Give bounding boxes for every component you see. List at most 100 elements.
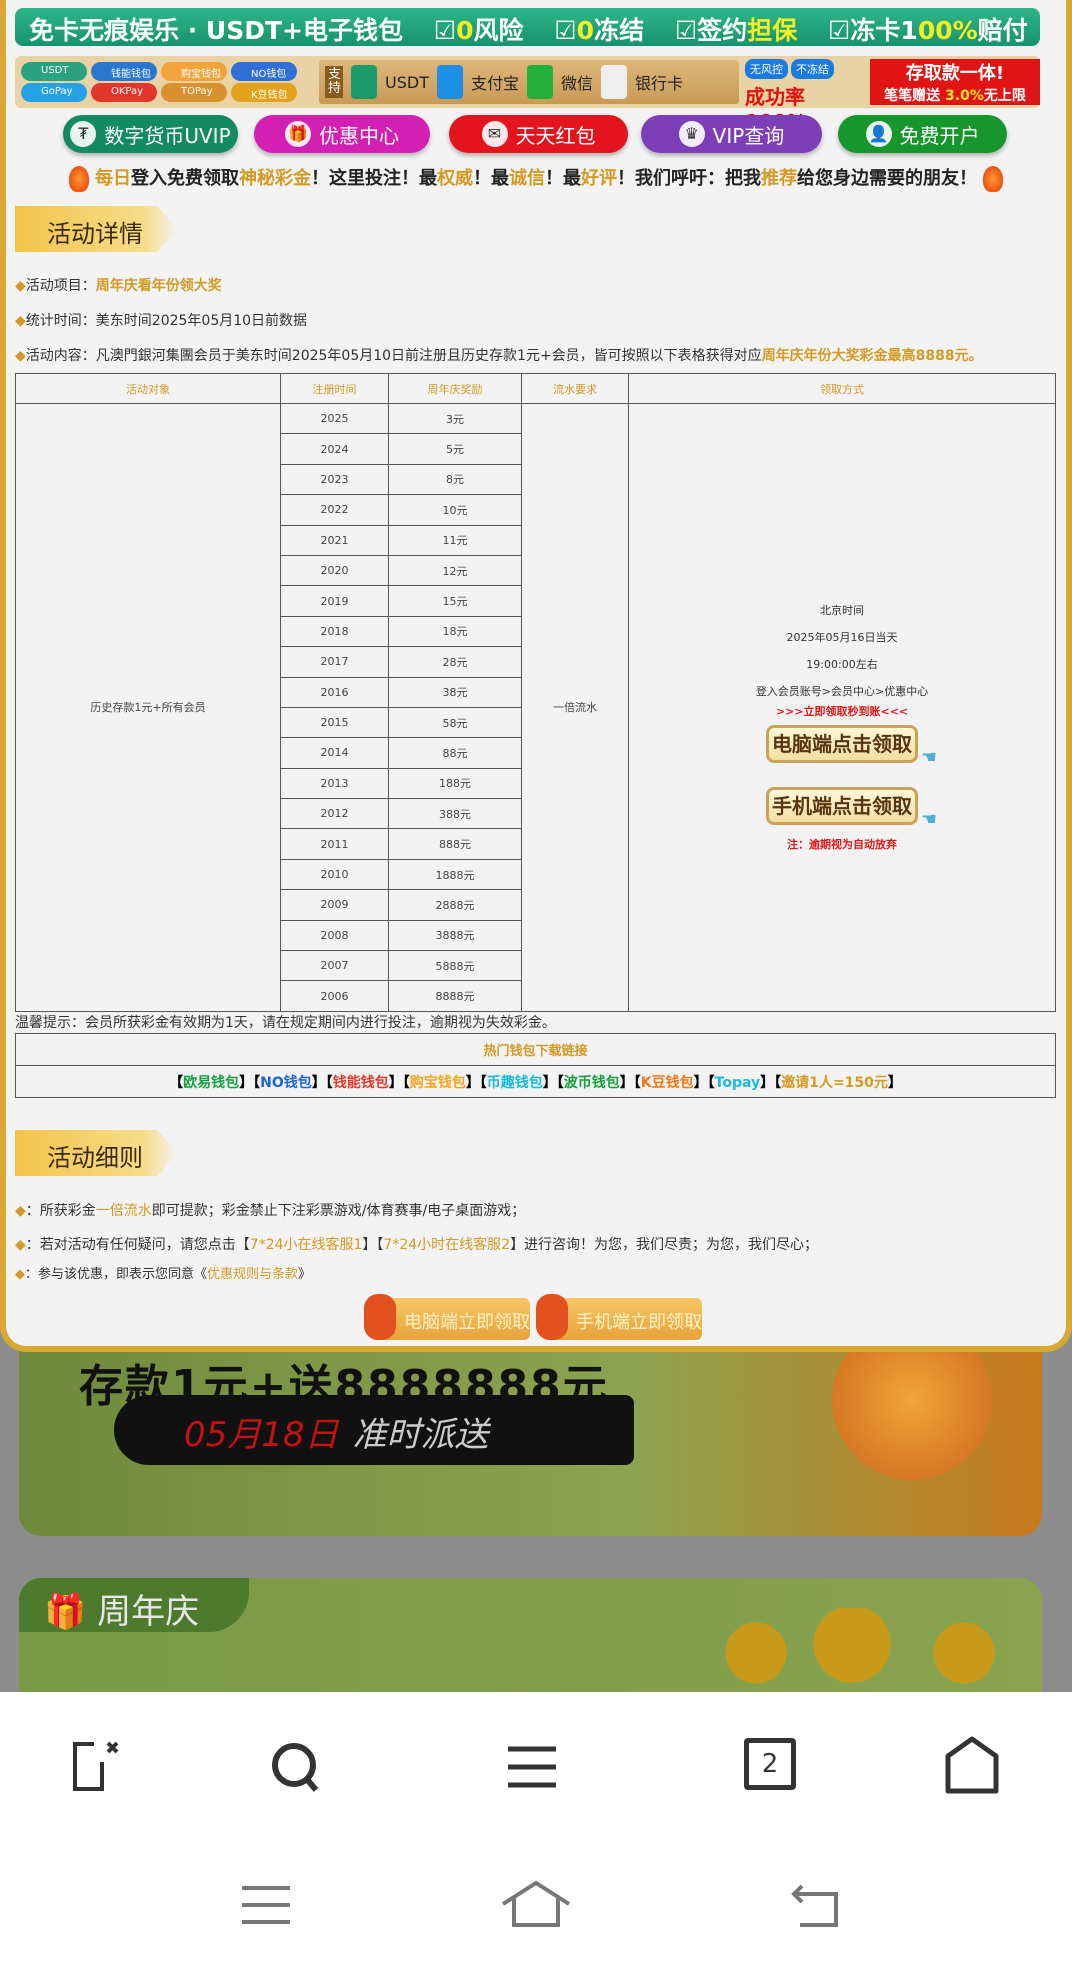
anniversary-tag-label: 周年庆 [97,1592,200,1632]
table-row: 2009 2888元 [16,889,1056,921]
alipay-icon [436,65,463,99]
back-icon[interactable] [788,1882,840,1928]
reward-table: 活动对象 注册时间 周年庆奖励 流水要求 领取方式 历史存款1元+所有会员 202… [15,373,1056,1012]
method-bank-card: 银行卡 [635,74,684,93]
nav-button-label: 数字货币UVIP [104,123,231,148]
reward-cell: 8888元 [388,980,522,1012]
wallet-download-link[interactable]: 【NO钱包】 [253,1074,326,1091]
reward-cell: 3元 [388,402,522,435]
tab-count: 2 [761,1749,779,1779]
reg-year-cell: 2006 [280,980,389,1012]
table-row: 2010 1888元 [16,858,1056,891]
payment-methods-row: USDT 钱能钱包 购宝钱包 NO钱包 GoPay OKPay TOPay K豆钱包 支持 U… [15,56,1040,134]
menu-icon[interactable] [506,1746,558,1788]
reward-cell: 3888元 [388,919,522,952]
nav-button-gift[interactable]: 🎁 优惠中心 [254,115,430,153]
background-banner-anniversary[interactable]: 🎁 周年庆 [19,1578,1042,1708]
close-tab-icon[interactable] [72,1740,122,1792]
wallet-download-link[interactable]: 【Topay】 [707,1074,775,1091]
check-risk: ☑0风险 [433,16,524,45]
bank-card-icon [601,65,627,99]
nav-home-icon[interactable] [500,1880,572,1928]
reward-cell: 8元 [388,463,522,496]
home-icon[interactable] [944,1736,1000,1794]
wechat-icon [526,65,553,99]
table-row: 2006 8888元 [16,980,1056,1012]
anniversary-tag: 🎁 周年庆 [19,1578,249,1632]
rule-3: ◆：参与该优惠，即表示您同意《优惠规则与条款》 [15,1267,312,1282]
wallet-download-link[interactable]: 【币趣钱包】 [479,1074,557,1091]
wallet-pill: K豆钱包 [231,83,297,102]
reg-year-cell: 2022 [280,494,389,526]
pc-claim-button[interactable]: 电脑端点击领取 ☚ [766,724,937,768]
tabs-button[interactable]: 2 [744,1738,796,1790]
wallet-pill: USDT [21,62,87,81]
col-header-claim: 领取方式 [628,373,1056,404]
reg-year-cell: 2019 [280,585,389,617]
deposit-sub: 笔笔赠送 3.0%无上限 [884,88,1026,104]
wallet-download-link[interactable]: 【波币钱包】 [556,1074,634,1091]
nav-button-user-add[interactable]: 👤 免费开户 [838,115,1007,153]
table-row: 2019 15元 [16,585,1056,617]
mobile-claim-button[interactable]: 手机端点击领取 ☚ [766,786,937,830]
wallet-download-link[interactable]: 【K豆钱包】 [633,1074,708,1091]
reward-cell: 38元 [388,676,522,708]
nav-button-tether[interactable]: ₮ 数字货币UVIP [63,115,238,153]
wallet-download-link[interactable]: 【欧易钱包】 [169,1074,254,1091]
reg-year-cell: 2010 [280,858,389,891]
reg-year-cell: 2008 [280,919,389,952]
nav-button-red-envelope[interactable]: ✉ 天天红包 [449,115,628,153]
pc-claim-now-button[interactable]: 电脑端立即领取 [364,1294,530,1340]
check-freeze: ☑0冻结 [554,16,645,45]
red-envelope-icon: ✉ [481,121,508,147]
reward-cell: 2888元 [388,889,522,921]
recent-apps-icon[interactable] [240,1885,292,1925]
table-row: 2011 888元 [16,828,1056,860]
claim-note: 注：逾期视为自动放弃 [787,837,897,851]
reward-cell: 10元 [388,494,522,526]
search-icon[interactable] [270,1742,322,1794]
col-header-reg-time: 注册时间 [280,373,389,404]
method-usdt: USDT [385,72,429,92]
reward-cell: 5888元 [388,950,522,982]
pointer-hand-icon: ☚ [920,746,937,768]
customer-service-1-link[interactable]: 7*24小在线客服1 [249,1237,363,1253]
detail-content: ◆活动内容：凡澳門銀河集團会员于美东时间2025年05月10日前注册且历史存款1… [15,348,983,364]
user-add-icon: 👤 [865,121,892,147]
customer-service-2-link[interactable]: 7*24小时在线客服2 [383,1237,511,1253]
badge-no-risk-control: 无风控 [745,59,788,79]
warm-tip: 温馨提示：会员所获彩金有效期为1天，请在规定期间内进行投注，逾期视为失效彩金。 [15,1015,556,1031]
reg-year-cell: 2020 [280,554,389,587]
reg-year-cell: 2009 [280,889,389,921]
table-row: 2017 28元 [16,646,1056,678]
wallet-download-link[interactable]: 【钱能钱包】 [325,1074,403,1091]
table-row: 2008 3888元 [16,919,1056,952]
reg-year-cell: 2024 [280,433,389,465]
mobile-claim-now-button[interactable]: 手机端立即领取 [536,1294,702,1340]
reward-cell: 188元 [388,767,522,800]
table-row: 2007 5888元 [16,950,1056,982]
wallet-pill: OKPay [91,83,157,102]
reward-cell: 11元 [388,524,522,556]
table-row: 2020 12元 [16,554,1056,587]
wallet-links-heading: 热门钱包下载链接 [15,1033,1056,1066]
wallet-download-link[interactable]: 【邀请1人=150元】 [774,1074,902,1091]
reg-year-cell: 2017 [280,646,389,678]
rules-terms-link[interactable]: 优惠规则与条款 [207,1267,299,1282]
usdt-icon [351,65,377,99]
deposit-banner: 存取款一体! 笔笔赠送 3.0%无上限 [870,59,1040,105]
pointer-hand-icon: ☚ [920,808,937,830]
wallet-download-link[interactable]: 【购宝钱包】 [402,1074,480,1091]
nav-button-label: 天天红包 [515,123,596,148]
reward-cell: 88元 [388,737,522,769]
check-compensation: ☑冻卡100%赔付 [827,16,1028,45]
nav-button-crown[interactable]: ♛ VIP查询 [641,115,822,153]
table-row: 2015 58元 [16,706,1056,739]
reg-year-cell: 2016 [280,676,389,708]
wallet-links-table: 热门钱包下载链接 【欧易钱包】【NO钱包】【钱能钱包】【购宝钱包】【币趣钱包】【… [15,1033,1056,1098]
slogan: 每日登入免费领取神秘彩金！这里投注！最权威！最诚信！最好评！我们呼吁：把我推荐给… [0,164,1072,192]
nav-button-label: 免费开户 [899,123,980,148]
table-row: 历史存款1元+所有会员 2025 3元 一倍流水 北京时间 2025年05月16日当天 19… [15,402,1056,1012]
system-nav-bar [0,1842,1072,1968]
